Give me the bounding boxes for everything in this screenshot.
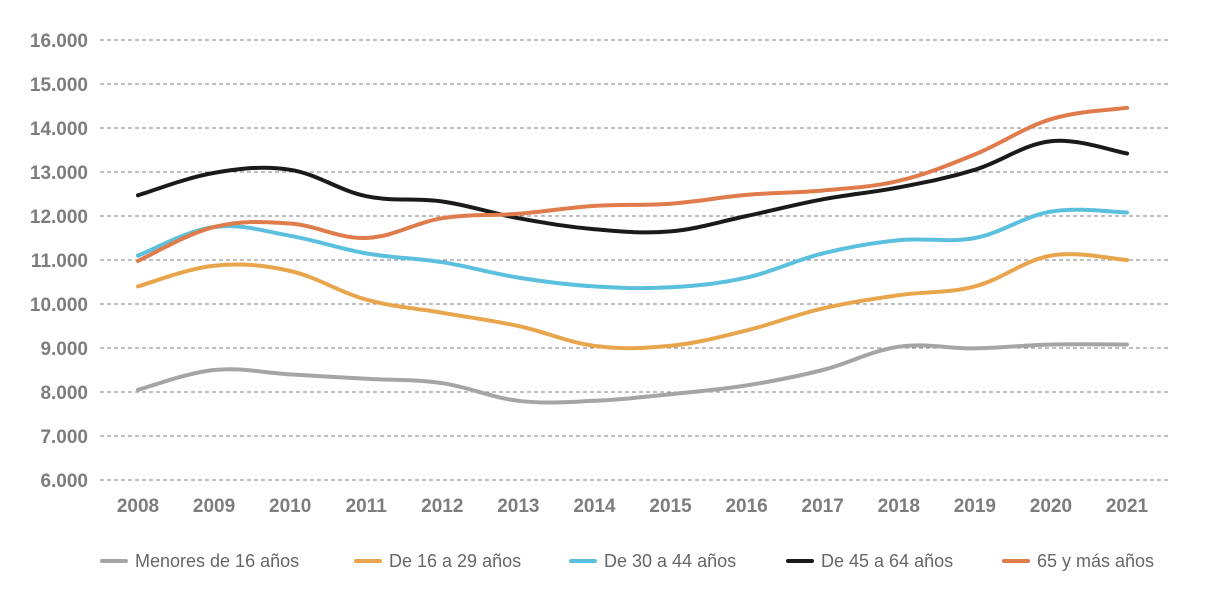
legend-label: 65 y más años — [1037, 551, 1154, 571]
legend-label: Menores de 16 años — [135, 551, 299, 571]
x-tick-label: 2011 — [346, 496, 388, 517]
x-tick-label: 2021 — [1106, 496, 1149, 517]
x-tick-label: 2014 — [573, 496, 616, 517]
x-tick-label: 2015 — [649, 496, 692, 517]
y-tick-label: 14.000 — [30, 119, 88, 140]
series-line-de-45-a-64-anos — [136, 138, 1129, 235]
x-tick-label: 2012 — [421, 496, 463, 517]
y-tick-label: 10.000 — [30, 295, 88, 316]
grid — [100, 39, 1168, 481]
y-tick-label: 7.000 — [40, 427, 88, 448]
series-line-65-y-mas-anos — [136, 105, 1129, 263]
y-tick-label: 11.000 — [31, 251, 88, 272]
x-tick-label: 2008 — [117, 496, 159, 517]
y-tick-label: 15.000 — [30, 75, 88, 96]
series-line-de-30-a-44-anos — [136, 207, 1129, 291]
x-tick-label: 2013 — [497, 496, 539, 517]
legend-label: De 30 a 44 años — [604, 551, 736, 571]
legend-label: De 45 a 64 años — [821, 551, 953, 571]
series-line-de-16-a-29-anos — [136, 252, 1129, 351]
y-axis: 6.000 7.000 8.000 9.000 10.000 11.000 12.000 13… — [30, 31, 88, 492]
x-tick-label: 2020 — [1030, 496, 1072, 517]
x-tick-label: 2018 — [878, 496, 920, 517]
x-tick-label: 2010 — [269, 496, 311, 517]
y-tick-label: 6.000 — [40, 471, 88, 492]
y-tick-label: 8.000 — [40, 383, 88, 404]
y-tick-label: 16.000 — [30, 31, 88, 52]
y-tick-label: 12.000 — [30, 207, 88, 228]
x-tick-label: 2019 — [954, 496, 996, 517]
series-line-menores-de-16-anos — [136, 342, 1129, 405]
legend: Menores de 16 años De 16 a 29 años De 30 a… — [100, 551, 1154, 571]
y-tick-label: 13.000 — [30, 163, 88, 184]
series-lines — [136, 105, 1129, 405]
x-tick-label: 2009 — [193, 496, 235, 517]
legend-label: De 16 a 29 años — [389, 551, 521, 571]
x-axis: 2008 2009 2010 2011 2012 2013 2014 2015 2016 2017… — [117, 496, 1149, 517]
y-tick-label: 9.000 — [40, 339, 88, 360]
x-tick-label: 2017 — [802, 496, 844, 517]
x-tick-label: 2016 — [725, 496, 767, 517]
